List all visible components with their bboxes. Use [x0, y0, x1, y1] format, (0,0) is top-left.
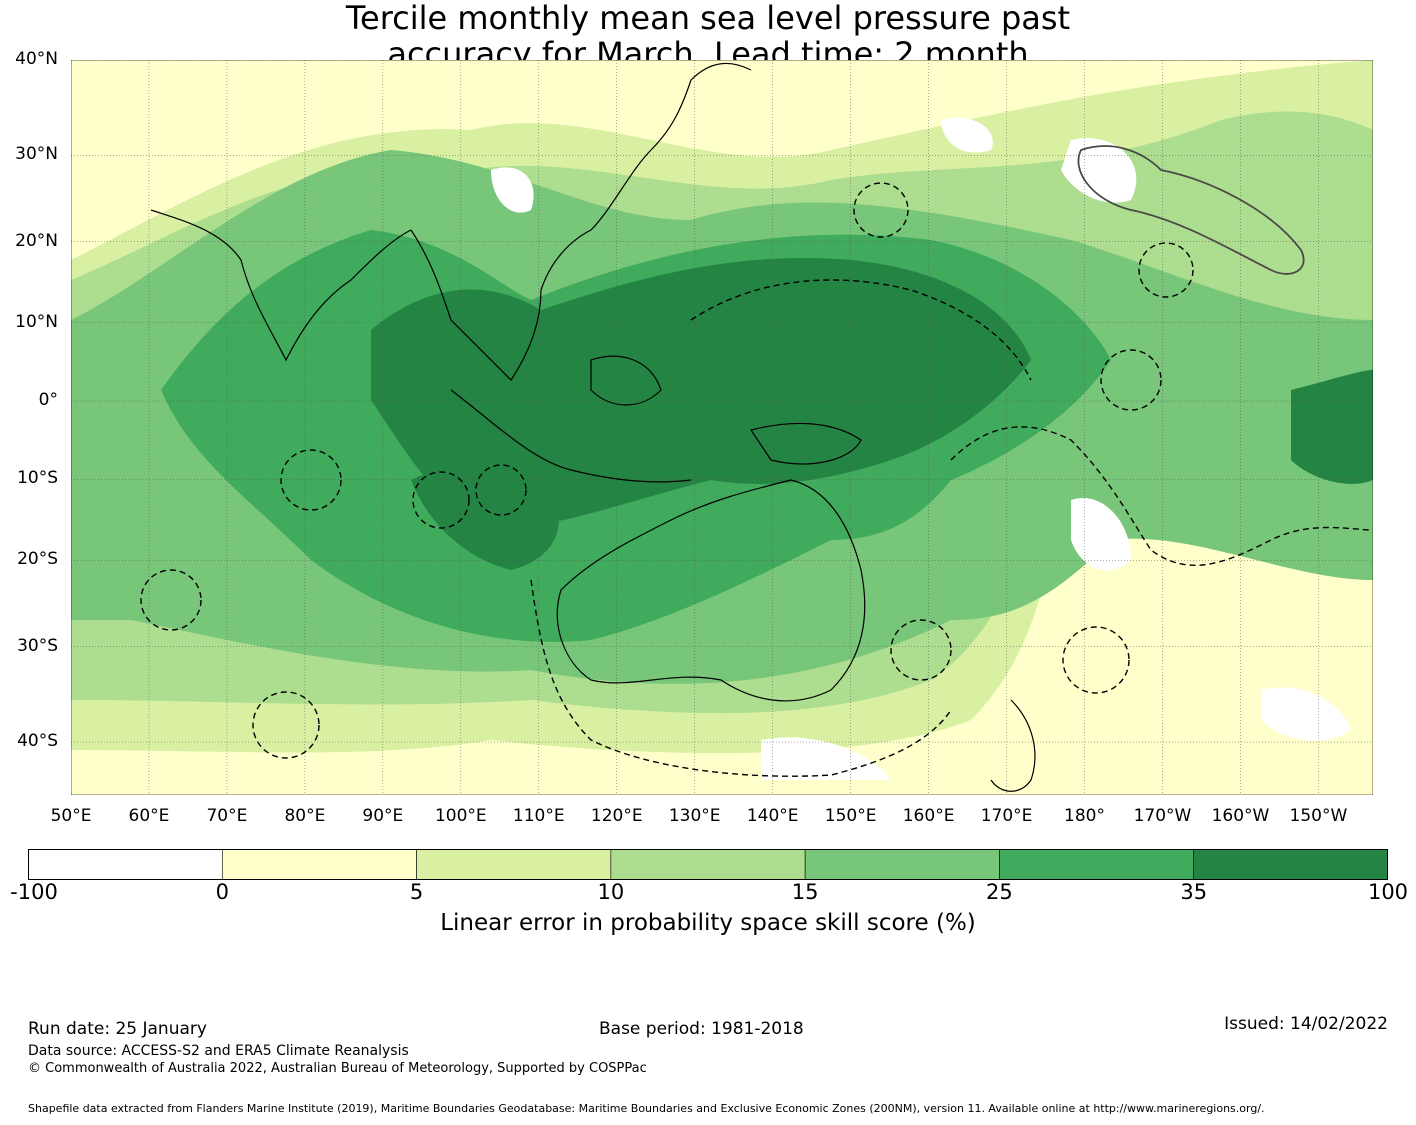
colorbar-segment	[999, 849, 1195, 880]
longitude-label: 170°E	[980, 806, 1033, 826]
eez-boundary-lord-howe	[890, 619, 952, 681]
eez-boundary-mauritius	[140, 569, 202, 631]
latitude-label: 20°N	[15, 230, 58, 251]
longitude-label: 60°E	[128, 806, 170, 826]
run-date: Run date: 25 January	[28, 1019, 207, 1039]
eez-boundary-micronesia	[690, 279, 1032, 381]
eez-boundaries	[140, 182, 1373, 777]
eez-boundary-marcus	[853, 182, 909, 238]
coastline-borneo	[590, 355, 662, 406]
coastline-new-guinea	[750, 422, 862, 465]
latitude-label: 20°S	[17, 549, 58, 570]
longitude-label: 110°E	[512, 806, 565, 826]
eez-boundary-maldives	[280, 449, 342, 511]
colorbar-segment	[221, 849, 417, 880]
shapefile-attribution: Shapefile data extracted from Flanders M…	[28, 1102, 1265, 1115]
longitude-label: 160°W	[1211, 806, 1270, 826]
longitude-label: 70°E	[206, 806, 248, 826]
latitude-label: 30°S	[17, 635, 58, 656]
latitude-label: 30°N	[15, 144, 58, 165]
hawaii-boundary	[1077, 145, 1305, 275]
coastline-southeast-asia	[410, 149, 652, 381]
map-title: Tercile monthly mean sea level pressure …	[0, 0, 1416, 72]
skill-score-map	[71, 60, 1373, 795]
longitude-label: 100°E	[434, 806, 487, 826]
data-source: Data source: ACCESS-S2 and ERA5 Climate …	[28, 1043, 409, 1059]
longitude-label: 90°E	[362, 806, 404, 826]
latitude-label: 10°S	[17, 468, 58, 489]
colorbar-tick-label: 0	[215, 880, 229, 904]
colorbar-tick-label: 35	[1180, 880, 1208, 904]
negative-skill-area-5	[761, 737, 891, 780]
longitude-label: 150°W	[1289, 806, 1348, 826]
colorbar-segment	[28, 849, 223, 880]
longitude-label: 170°W	[1133, 806, 1192, 826]
colorbar-segments	[28, 849, 1388, 880]
latitude-label: 10°N	[15, 311, 58, 332]
colorbar-segment	[416, 849, 612, 880]
colorbar-tick-label: 100	[1367, 880, 1409, 904]
issued-date: Issued: 14/02/2022	[1224, 1014, 1388, 1034]
longitude-label: 80°E	[284, 806, 326, 826]
colorbar	[28, 849, 1388, 880]
latitude-label: 40°N	[15, 49, 58, 69]
coastline-sumatra-java	[450, 389, 692, 483]
eez-boundary-johnston	[1138, 242, 1194, 298]
colorbar-tick-label: 25	[986, 880, 1013, 904]
longitude-label: 120°E	[590, 806, 643, 826]
longitude-label: 150°E	[824, 806, 877, 826]
negative-skill-area-3	[1071, 498, 1131, 571]
coastline-new-zealand	[990, 699, 1036, 792]
longitude-label: 160°E	[902, 806, 955, 826]
longitude-label: 50°E	[50, 806, 92, 826]
longitude-label: 130°E	[668, 806, 721, 826]
coastline-east-asia	[650, 62, 752, 151]
eez-boundary-kermadec	[1062, 626, 1130, 694]
longitude-label: 140°E	[746, 806, 799, 826]
colorbar-tick-label: 5	[409, 880, 424, 904]
colorbar-tick-label: 15	[791, 880, 819, 904]
copyright-notice: © Commonwealth of Australia 2022, Austra…	[28, 1061, 647, 1076]
eez-boundary-kiribati	[1100, 349, 1162, 411]
colorbar-frame	[28, 849, 1388, 880]
colorbar-segment	[804, 849, 1000, 880]
colorbar-tick-label: 10	[597, 880, 625, 904]
colorbar-segment	[1193, 849, 1388, 880]
coastline-india	[150, 209, 412, 362]
colorbar-segment	[610, 849, 806, 880]
latitude-label: 0°	[38, 390, 58, 411]
eez-boundary-cocos	[475, 464, 527, 516]
base-period: Base period: 1981-2018	[599, 1019, 804, 1039]
eez-boundary-heard	[252, 691, 320, 759]
title-line-1: Tercile monthly mean sea level pressure …	[345, 0, 1071, 37]
eez-boundary-christmas-island	[412, 471, 470, 529]
negative-skill-area-2	[941, 117, 993, 153]
negative-skill-area-4	[1261, 687, 1351, 741]
skill-fill-layer	[71, 60, 1373, 780]
skill-zone-35-100-c	[411, 466, 559, 570]
eez-boundary-australia	[530, 579, 952, 777]
colorbar-label: Linear error in probability space skill …	[440, 910, 976, 936]
latitude-label: 40°S	[17, 731, 58, 752]
skill-zone-35-100-b	[1291, 370, 1373, 484]
eez-boundary-pacific-islands	[950, 426, 1373, 566]
longitude-label: 180°	[1064, 806, 1106, 826]
graticule	[71, 60, 1373, 795]
coastline-australia	[556, 479, 866, 702]
colorbar-tick-label: -100	[10, 880, 58, 904]
coastlines	[150, 62, 1036, 792]
negative-skill-area-6	[491, 167, 534, 213]
